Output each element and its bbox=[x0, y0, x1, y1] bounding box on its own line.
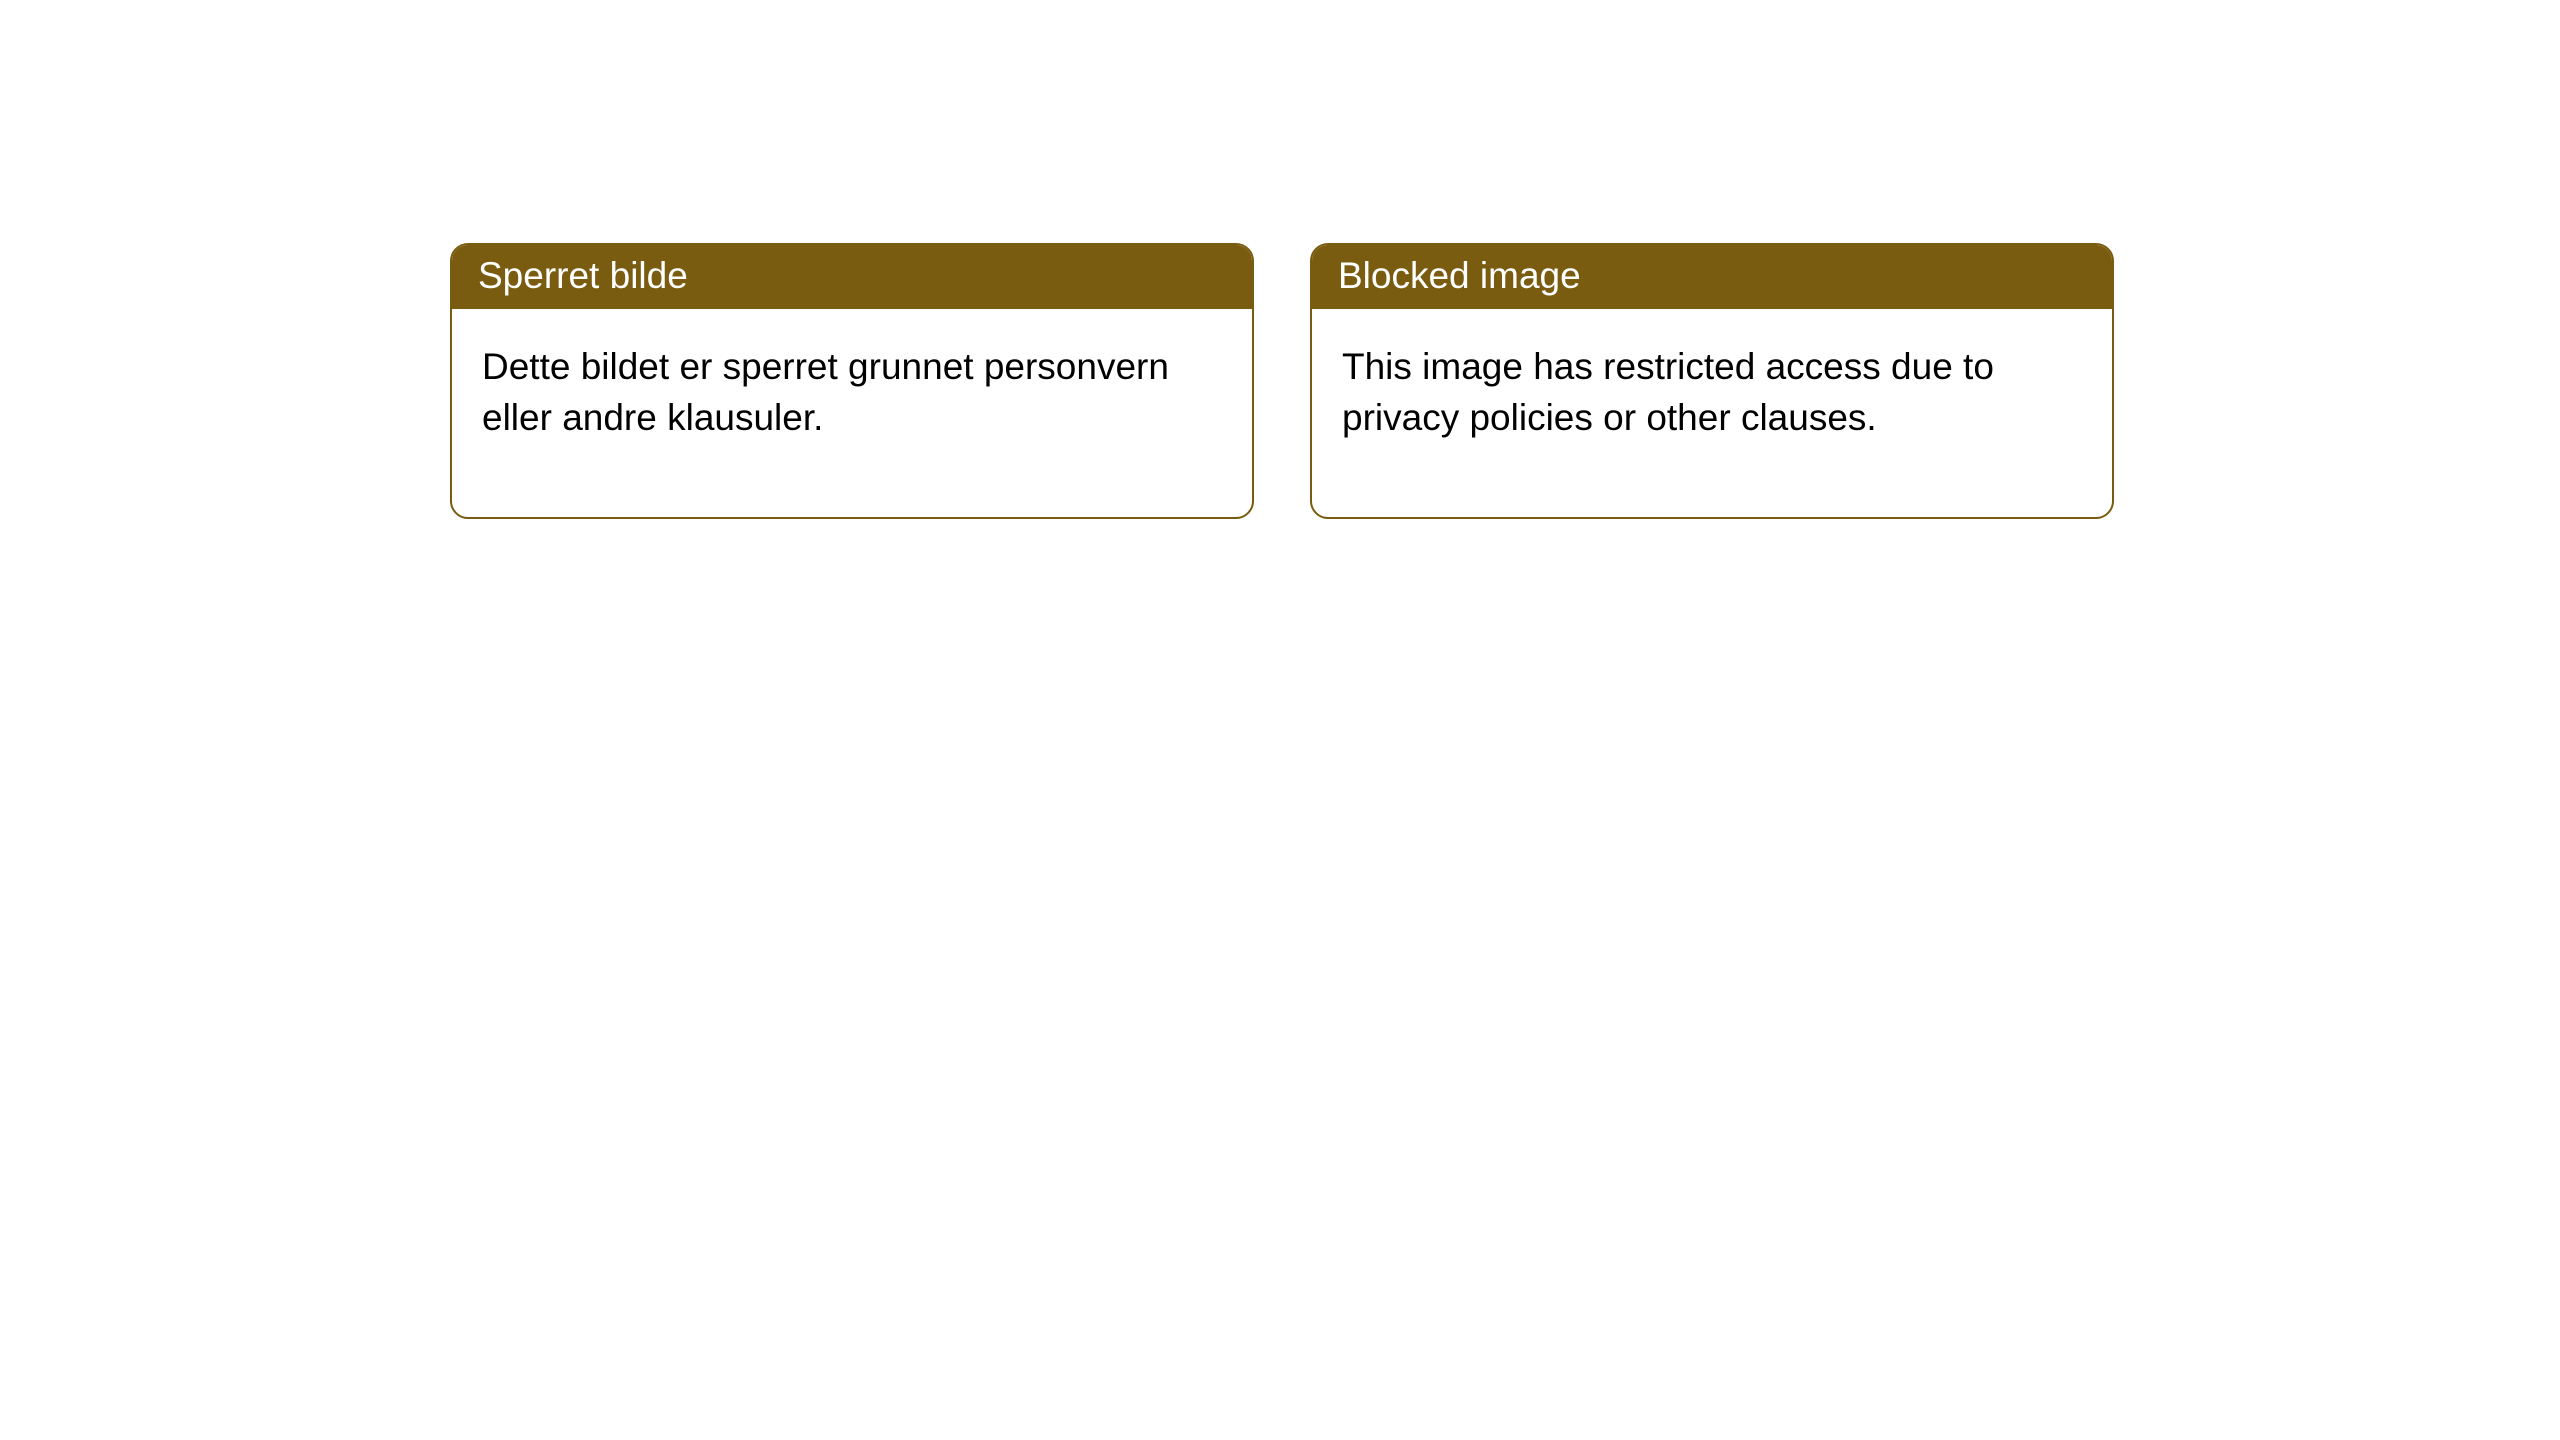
notice-cards-container: Sperret bilde Dette bildet er sperret gr… bbox=[0, 0, 2560, 519]
notice-card-english: Blocked image This image has restricted … bbox=[1310, 243, 2114, 519]
notice-card-title: Blocked image bbox=[1312, 245, 2112, 309]
notice-card-body: This image has restricted access due to … bbox=[1312, 309, 2112, 517]
notice-card-title: Sperret bilde bbox=[452, 245, 1252, 309]
notice-card-norwegian: Sperret bilde Dette bildet er sperret gr… bbox=[450, 243, 1254, 519]
notice-card-body: Dette bildet er sperret grunnet personve… bbox=[452, 309, 1252, 517]
